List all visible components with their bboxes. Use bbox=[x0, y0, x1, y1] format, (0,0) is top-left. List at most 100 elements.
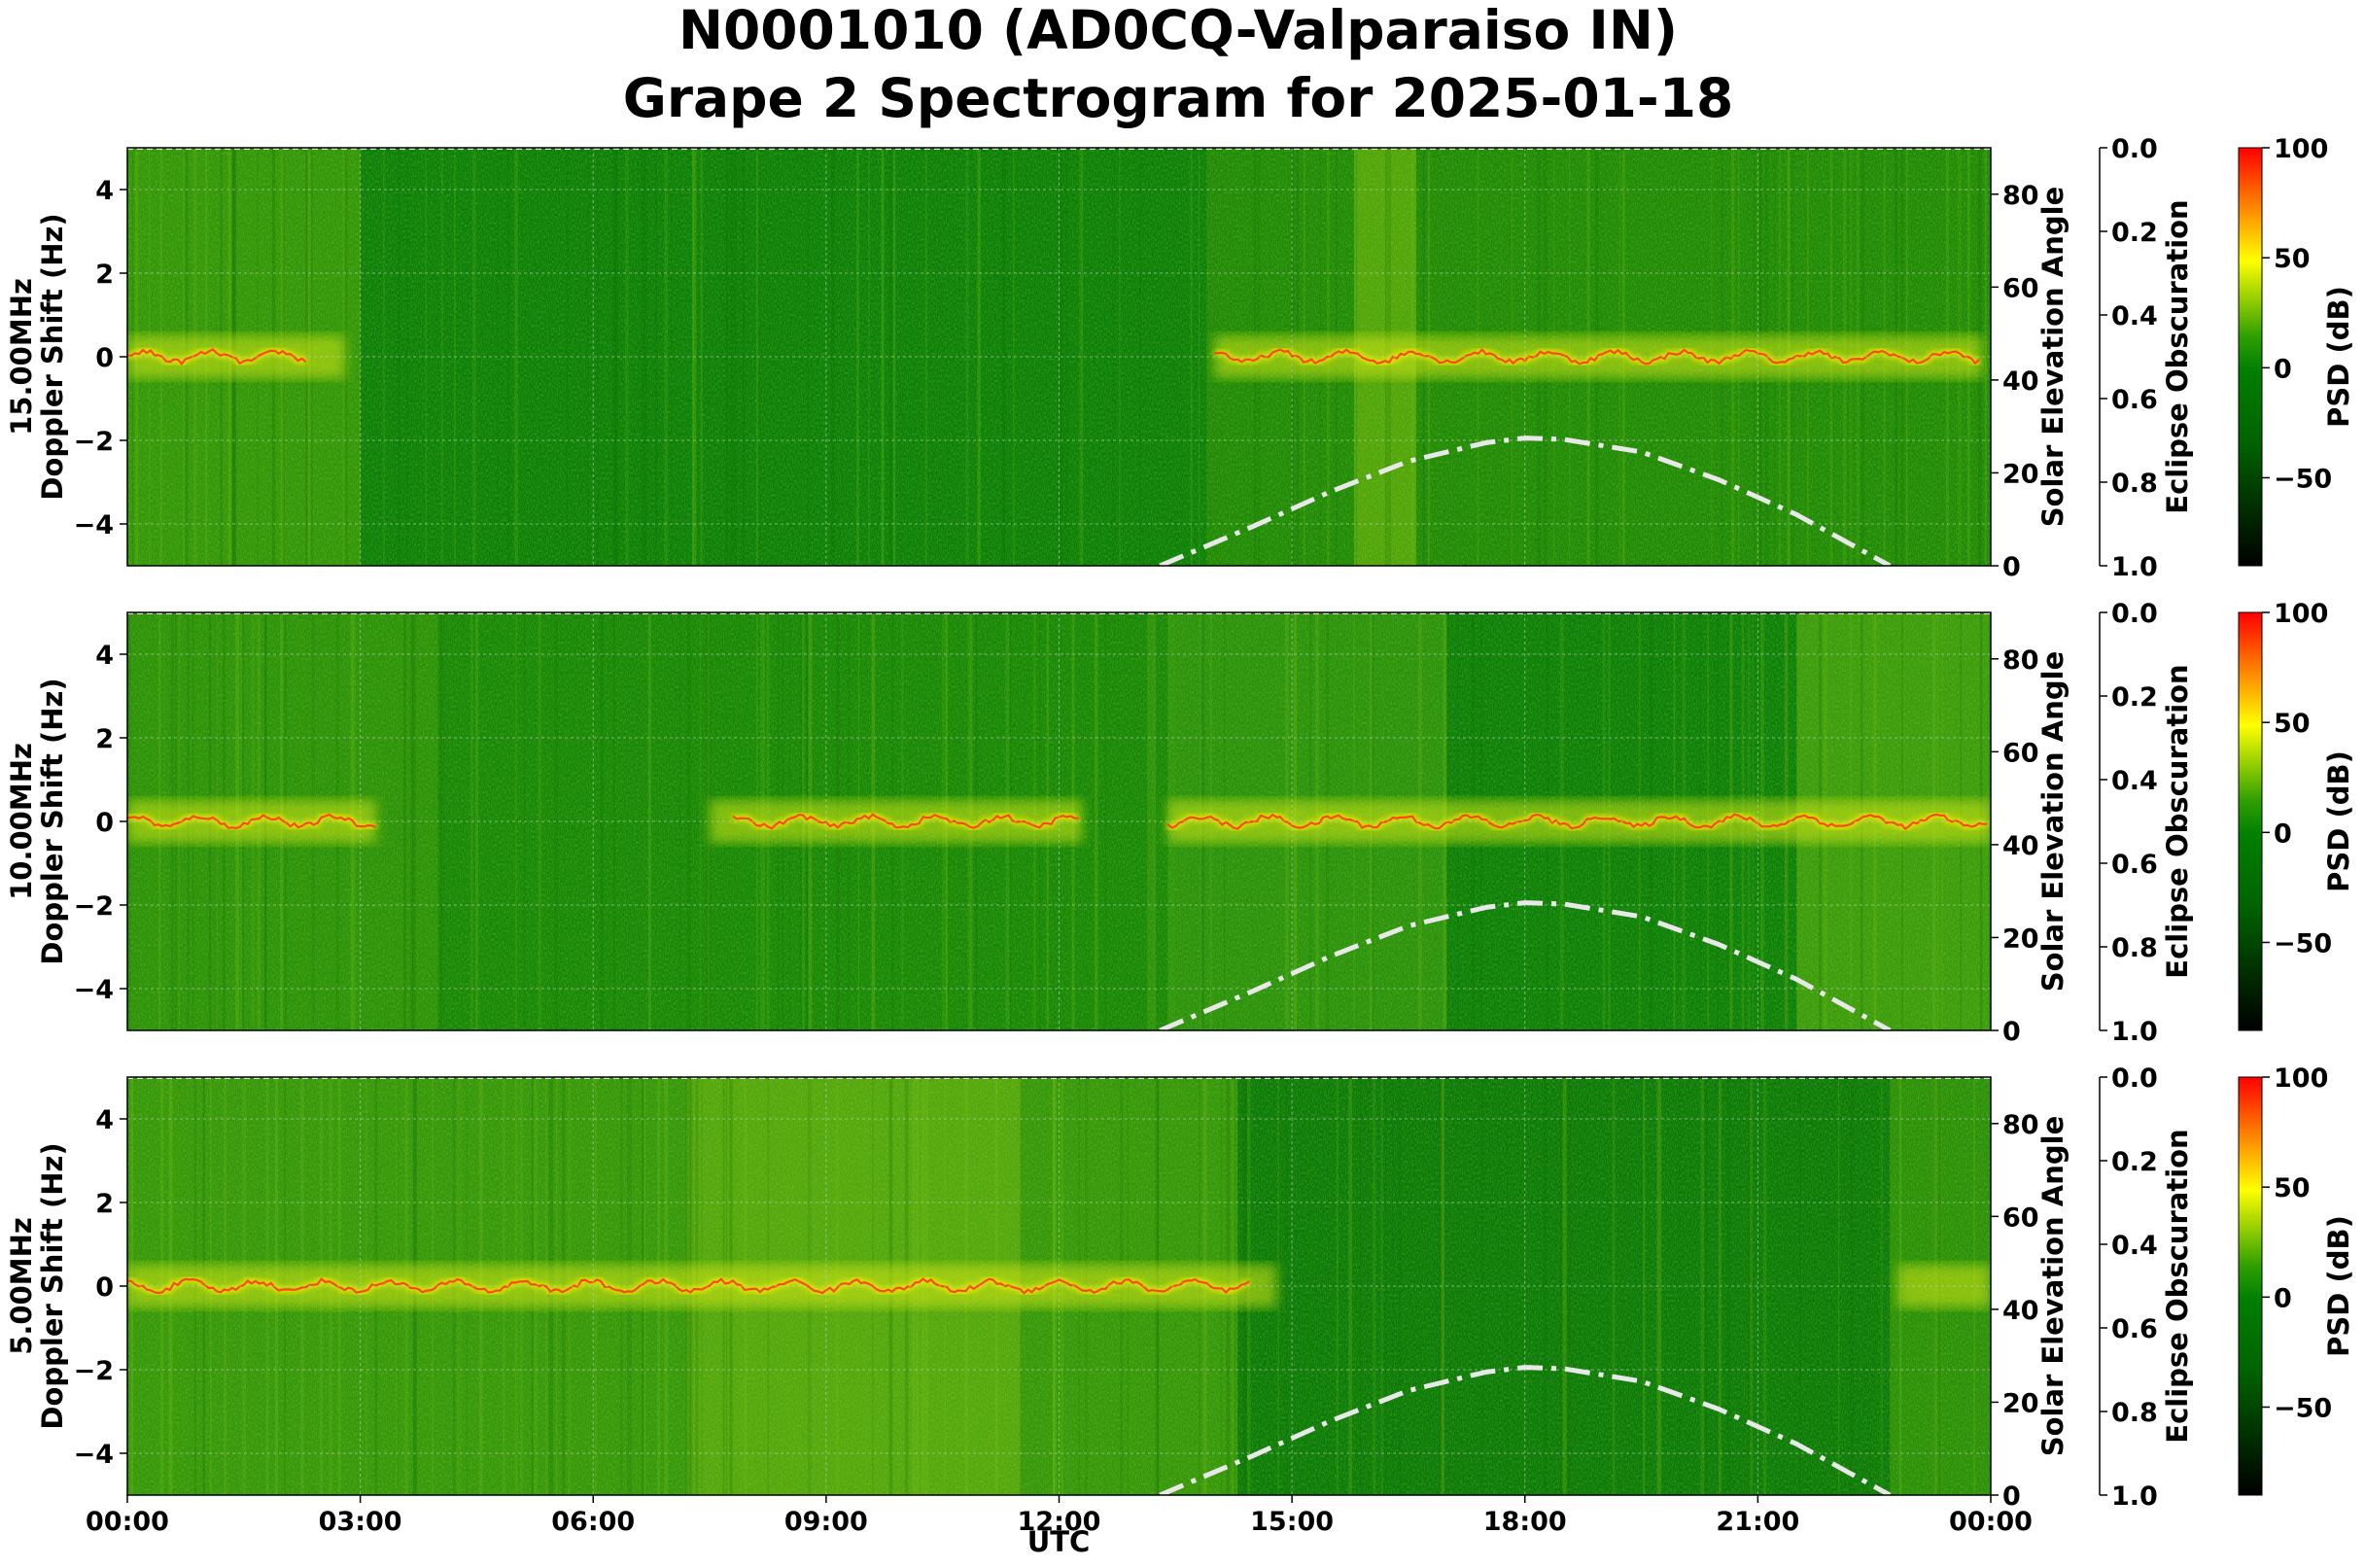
x-tick-label: 06:00 bbox=[551, 1507, 635, 1537]
colorbar-tick-label: 0 bbox=[2274, 819, 2292, 849]
solar-elevation-axis: 80 60 40 20 0 Solar Elevation Angle bbox=[1991, 645, 2069, 1047]
elevation-tick-label: 60 bbox=[2002, 1202, 2039, 1233]
eclipse-tick-label: 0.0 bbox=[2111, 134, 2158, 164]
elevation-tick-label: 40 bbox=[2002, 366, 2039, 397]
x-tick-label: 21:00 bbox=[1716, 1507, 1799, 1537]
colorbar-tick-label: −50 bbox=[2274, 1393, 2332, 1423]
chart-subtitle: Grape 2 Spectrogram for 2025-01-18 bbox=[623, 67, 1734, 129]
solar-elevation-label: Solar Elevation Angle bbox=[2036, 1116, 2069, 1457]
chart-title: N0001010 (AD0CQ-Valparaiso IN) bbox=[678, 0, 1678, 61]
x-tick-label: 15:00 bbox=[1250, 1507, 1334, 1537]
eclipse-tick-label: 0.0 bbox=[2111, 1063, 2158, 1094]
eclipse-tick-label: 0.6 bbox=[2111, 850, 2158, 880]
solar-elevation-curve bbox=[1159, 900, 1892, 1030]
elevation-tick-label: 40 bbox=[2002, 831, 2039, 861]
eclipse-tick-label: 0.8 bbox=[2111, 933, 2158, 963]
psd-colorbar: 100 50 0 −50 PSD (dB) bbox=[2238, 599, 2355, 1031]
eclipse-obscuration-label: Eclipse Obscuration bbox=[2161, 664, 2194, 978]
x-tick-label: 12:00 bbox=[1018, 1507, 1101, 1537]
eclipse-tick-label: 0.4 bbox=[2111, 301, 2158, 331]
frequency-label: 15.00MHz bbox=[5, 278, 38, 436]
y-tick-label: −2 bbox=[74, 1356, 114, 1386]
elevation-tick-label: 0 bbox=[2002, 1481, 2021, 1512]
y-tick-label: 0 bbox=[95, 1272, 114, 1303]
grid-lines bbox=[127, 148, 1991, 566]
y-tick-label: 0 bbox=[95, 808, 114, 838]
frequency-label: 5.00MHz bbox=[5, 1217, 38, 1355]
colorbar-gradient bbox=[2238, 611, 2263, 1031]
eclipse-tick-label: 1.0 bbox=[2111, 1017, 2158, 1047]
colorbar-tick-label: 100 bbox=[2274, 134, 2328, 164]
solar-elevation-label: Solar Elevation Angle bbox=[2036, 187, 2069, 528]
psd-colorbar: 100 50 0 −50 PSD (dB) bbox=[2238, 1063, 2355, 1496]
colorbar-tick-label: −50 bbox=[2274, 464, 2332, 494]
colorbar-tick-label: 100 bbox=[2274, 599, 2328, 629]
spectrogram-heatmap bbox=[127, 148, 1991, 566]
y-tick-label: 2 bbox=[95, 260, 114, 290]
elevation-tick-label: 40 bbox=[2002, 1296, 2039, 1326]
solar-elevation-axis: 80 60 40 20 0 Solar Elevation Angle bbox=[1991, 181, 2069, 582]
doppler-axis-label: Doppler Shift (Hz) bbox=[36, 678, 69, 964]
solar-elevation-label: Solar Elevation Angle bbox=[2036, 651, 2069, 993]
x-tick-label: 00:00 bbox=[86, 1507, 169, 1537]
x-tick-label: 18:00 bbox=[1483, 1507, 1567, 1537]
elevation-tick-label: 80 bbox=[2002, 1110, 2039, 1140]
x-axis-label: UTC bbox=[1027, 1525, 1091, 1558]
doppler-axis-label: Doppler Shift (Hz) bbox=[36, 1142, 69, 1429]
eclipse-obscuration-axis: 0.0 0.2 0.4 0.6 0.8 1.0 Eclipse Obscuration bbox=[2099, 1063, 2194, 1512]
eclipse-tick-label: 0.8 bbox=[2111, 1398, 2158, 1428]
x-tick-label: 09:00 bbox=[784, 1507, 868, 1537]
solar-elevation-axis: 80 60 40 20 0 Solar Elevation Angle bbox=[1991, 1110, 2069, 1512]
elevation-tick-label: 60 bbox=[2002, 738, 2039, 768]
colorbar-tick-label: 50 bbox=[2274, 1173, 2311, 1203]
eclipse-tick-label: 0.6 bbox=[2111, 385, 2158, 415]
eclipse-tick-label: 0.4 bbox=[2111, 766, 2158, 796]
colorbar-tick-label: 0 bbox=[2274, 354, 2292, 384]
y-tick-label: 4 bbox=[95, 176, 114, 206]
y-tick-label: −4 bbox=[74, 975, 114, 1005]
elevation-tick-label: 20 bbox=[2002, 459, 2039, 489]
colorbar-tick-label: 50 bbox=[2274, 709, 2311, 739]
grid-lines bbox=[127, 1077, 1991, 1495]
y-tick-label: 2 bbox=[95, 724, 114, 754]
x-tick-label: 00:00 bbox=[1949, 1507, 2033, 1537]
doppler-axis-label: Doppler Shift (Hz) bbox=[36, 213, 69, 500]
colorbar-label: PSD (dB) bbox=[2322, 286, 2355, 428]
eclipse-tick-label: 0.0 bbox=[2111, 599, 2158, 629]
eclipse-tick-label: 0.2 bbox=[2111, 218, 2158, 248]
eclipse-tick-label: 0.4 bbox=[2111, 1231, 2158, 1261]
solar-elevation-curve bbox=[1159, 436, 1892, 566]
x-axis: 00:00 03:00 06:00 09:00 12:00 15:00 18:00 21:00… bbox=[86, 1495, 2033, 1558]
colorbar-label: PSD (dB) bbox=[2322, 1215, 2355, 1357]
eclipse-obscuration-label: Eclipse Obscuration bbox=[2161, 1129, 2194, 1443]
y-tick-label: −4 bbox=[74, 1440, 114, 1470]
eclipse-obscuration-axis: 0.0 0.2 0.4 0.6 0.8 1.0 Eclipse Obscuration bbox=[2099, 134, 2194, 582]
y-tick-label: 0 bbox=[95, 343, 114, 373]
y-tick-label: −4 bbox=[74, 510, 114, 540]
eclipse-tick-label: 0.6 bbox=[2111, 1314, 2158, 1344]
y-tick-label: −2 bbox=[74, 427, 114, 457]
spectrogram-heatmap bbox=[127, 1077, 1991, 1495]
elevation-tick-label: 0 bbox=[2002, 552, 2021, 582]
colorbar-tick-label: 50 bbox=[2274, 244, 2311, 274]
eclipse-obscuration-axis: 0.0 0.2 0.4 0.6 0.8 1.0 Eclipse Obscuration bbox=[2099, 599, 2194, 1047]
eclipse-tick-label: 1.0 bbox=[2111, 1481, 2158, 1512]
colorbar-label: PSD (dB) bbox=[2322, 750, 2355, 892]
y-tick-label: 2 bbox=[95, 1189, 114, 1219]
y-tick-label: −2 bbox=[74, 891, 114, 922]
solar-elevation-curve bbox=[1159, 1365, 1892, 1495]
eclipse-tick-label: 0.2 bbox=[2111, 1147, 2158, 1177]
elevation-tick-label: 20 bbox=[2002, 923, 2039, 954]
colorbar-gradient bbox=[2238, 1076, 2263, 1496]
x-tick-label: 03:00 bbox=[319, 1507, 402, 1537]
y-tick-label: 4 bbox=[95, 1105, 114, 1135]
spectrogram-heatmap bbox=[127, 612, 1991, 1030]
grid-lines bbox=[127, 612, 1991, 1030]
